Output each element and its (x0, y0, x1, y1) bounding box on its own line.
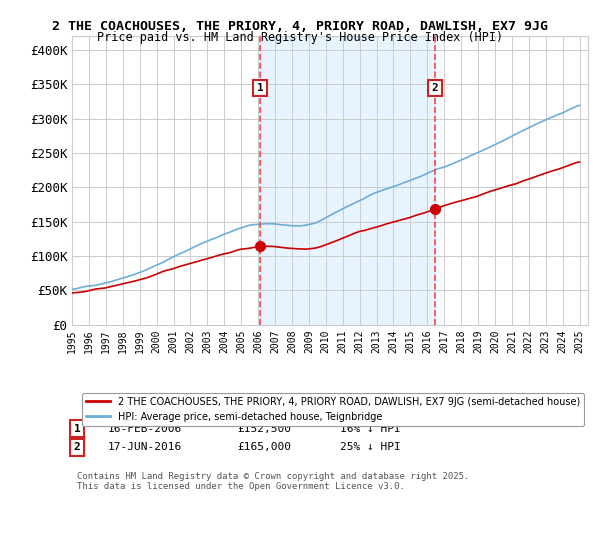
Text: 1: 1 (257, 83, 263, 93)
Text: Price paid vs. HM Land Registry's House Price Index (HPI): Price paid vs. HM Land Registry's House … (97, 31, 503, 44)
Text: £165,000: £165,000 (237, 442, 291, 452)
Text: 2: 2 (74, 442, 80, 452)
Text: 25% ↓ HPI: 25% ↓ HPI (340, 442, 401, 452)
Text: 17-JUN-2016: 17-JUN-2016 (108, 442, 182, 452)
Text: Contains HM Land Registry data © Crown copyright and database right 2025.
This d: Contains HM Land Registry data © Crown c… (77, 472, 470, 491)
Text: 2 THE COACHOUSES, THE PRIORY, 4, PRIORY ROAD, DAWLISH, EX7 9JG: 2 THE COACHOUSES, THE PRIORY, 4, PRIORY … (52, 20, 548, 32)
Text: 1: 1 (74, 423, 80, 433)
Text: 2: 2 (431, 83, 439, 93)
Legend: 2 THE COACHOUSES, THE PRIORY, 4, PRIORY ROAD, DAWLISH, EX7 9JG (semi-detached ho: 2 THE COACHOUSES, THE PRIORY, 4, PRIORY … (82, 393, 584, 426)
Text: 16-FEB-2006: 16-FEB-2006 (108, 423, 182, 433)
Bar (260, 36, 435, 325)
Text: 16% ↓ HPI: 16% ↓ HPI (340, 423, 401, 433)
Text: £152,500: £152,500 (237, 423, 291, 433)
